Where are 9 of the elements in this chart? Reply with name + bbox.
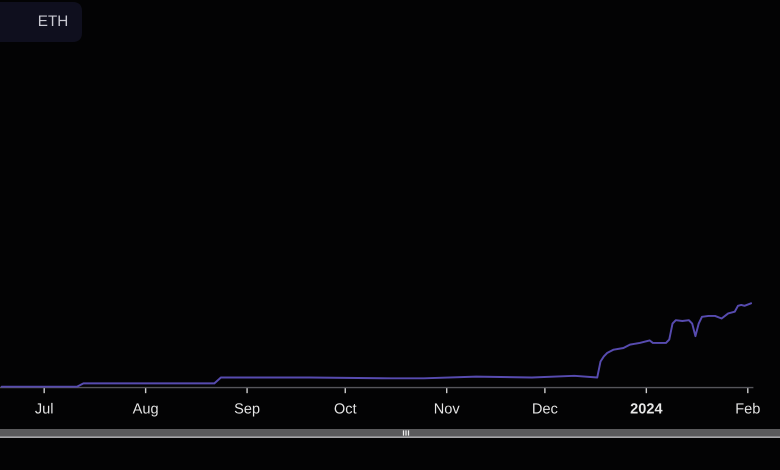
text: ETH [38,15,68,26]
x-tick-label: Feb [736,402,760,414]
x-tick-label: Oct [334,403,356,414]
x-tick-label: Nov [434,403,460,414]
x-tick-label: Jul [35,402,53,414]
x-tick-label: 2024 [630,403,662,414]
x-tick-label: Dec [533,403,558,414]
x-tick-label: Aug [132,403,158,416]
x-tick-label: Sep [234,403,260,416]
